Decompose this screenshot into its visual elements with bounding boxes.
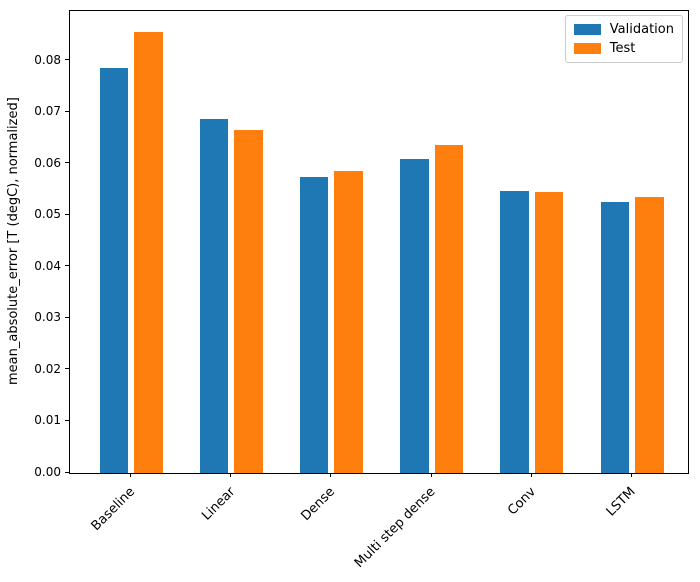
- y-tick-label: 0.02: [34, 361, 61, 376]
- legend-item-test: Test: [573, 41, 674, 56]
- x-tick-mark: [631, 473, 632, 477]
- legend-item-validation: Validation: [573, 22, 674, 37]
- x-tick-mark: [230, 473, 232, 477]
- legend-swatch-test-icon: [573, 43, 601, 54]
- bar-test-lstm: [635, 196, 664, 473]
- y-tick-mark: [65, 213, 69, 215]
- legend-label-validation: Validation: [609, 22, 674, 37]
- bar-test-baseline: [134, 32, 163, 473]
- x-tick-mark: [530, 473, 532, 477]
- bar-test-dense: [334, 171, 363, 473]
- y-axis-label: mean_absolute_error [T (degC), normalize…: [6, 97, 21, 385]
- y-tick-label: 0.04: [34, 258, 61, 273]
- bar-validation-conv: [500, 190, 529, 473]
- x-tick-label-baseline: Baseline: [88, 484, 138, 534]
- bar-validation-dense: [299, 176, 329, 473]
- x-tick-mark: [130, 473, 131, 477]
- y-tick-label: 0.05: [34, 207, 61, 222]
- y-tick-label: 0.03: [34, 310, 61, 325]
- bar-validation-linear: [199, 118, 229, 473]
- legend-label-test: Test: [609, 41, 636, 56]
- bar-validation-multi-step-dense: [400, 159, 429, 473]
- legend: Validation Test: [564, 15, 683, 63]
- x-tick-mark: [330, 473, 332, 477]
- bar-validation-baseline: [99, 67, 128, 473]
- y-tick-mark: [65, 265, 69, 267]
- y-tick-mark: [65, 419, 69, 421]
- y-tick-mark: [65, 316, 69, 318]
- bar-test-multi-step-dense: [434, 145, 464, 473]
- y-tick-mark: [65, 368, 69, 370]
- x-tick-label-dense: Dense: [298, 484, 339, 525]
- y-tick-label: 0.00: [34, 465, 61, 479]
- y-tick-label: 0.01: [34, 413, 61, 428]
- x-tick-label-linear: Linear: [199, 484, 239, 524]
- y-tick-label: 0.06: [34, 155, 61, 170]
- plot-area: [69, 10, 689, 474]
- x-tick-label-conv: Conv: [504, 484, 539, 519]
- y-tick-mark: [65, 471, 69, 473]
- x-tick-mark: [430, 473, 432, 477]
- bar-validation-lstm: [600, 201, 629, 473]
- legend-swatch-validation-icon: [573, 24, 601, 35]
- x-tick-label-lstm: LSTM: [603, 484, 639, 520]
- y-tick-label: 0.07: [34, 104, 61, 119]
- bar-test-linear: [234, 129, 263, 473]
- y-tick-mark: [65, 110, 69, 112]
- x-tick-label-multi-step-dense: Multi step dense: [352, 484, 439, 571]
- y-tick-mark: [65, 162, 69, 164]
- bar-test-conv: [534, 191, 564, 473]
- y-tick-mark: [65, 59, 69, 61]
- y-tick-label: 0.08: [34, 52, 61, 67]
